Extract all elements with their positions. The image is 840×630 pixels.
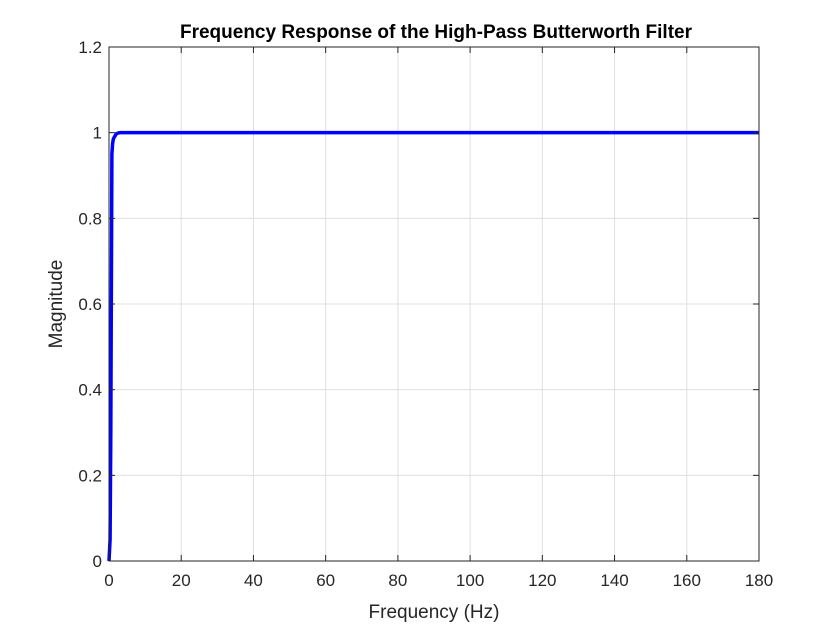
x-tick-label: 0 <box>104 571 113 590</box>
x-tick-label: 160 <box>673 571 701 590</box>
x-axis-label: Frequency (Hz) <box>369 602 500 623</box>
y-tick-label: 0.2 <box>78 466 102 485</box>
y-axis-label: Magnitude <box>46 260 67 349</box>
x-tick-label: 120 <box>528 571 556 590</box>
y-tick-label: 0.4 <box>78 381 102 400</box>
y-tick-label: 1.2 <box>78 38 102 57</box>
series-layer <box>107 130 759 562</box>
ticks <box>108 46 760 562</box>
x-tick-label: 80 <box>388 571 407 590</box>
x-tick-label: 20 <box>172 571 191 590</box>
x-tick-label: 40 <box>244 571 263 590</box>
y-tick-label: 0.6 <box>78 295 102 314</box>
x-tick-labels: 0 20 40 60 80 100 120 140 160 180 <box>104 571 773 590</box>
y-tick-labels: 0 0.2 0.4 0.6 0.8 1 1.2 <box>78 38 102 571</box>
series-line-0 <box>107 130 759 562</box>
y-tick-label: 1 <box>93 124 102 143</box>
x-tick-label: 140 <box>600 571 628 590</box>
y-tick-label: 0.8 <box>78 209 102 228</box>
x-tick-label: 60 <box>316 571 335 590</box>
x-tick-label: 100 <box>456 571 484 590</box>
y-tick-label: 0 <box>93 552 102 571</box>
chart-title: Frequency Response of the High-Pass Butt… <box>180 22 693 43</box>
x-tick-label: 180 <box>745 571 773 590</box>
